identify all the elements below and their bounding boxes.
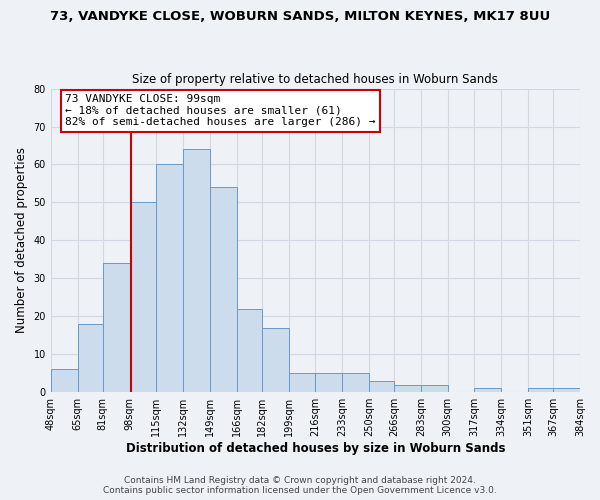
Bar: [210, 187, 236, 392]
Bar: [342, 373, 369, 392]
Bar: [236, 308, 262, 392]
Bar: [475, 388, 501, 392]
Bar: [157, 164, 183, 392]
Bar: [289, 373, 316, 392]
Bar: [553, 388, 580, 392]
Bar: [130, 202, 157, 392]
Bar: [369, 381, 394, 392]
Bar: [77, 324, 103, 392]
Bar: [421, 384, 448, 392]
Bar: [262, 328, 289, 392]
Bar: [528, 388, 553, 392]
Title: Size of property relative to detached houses in Woburn Sands: Size of property relative to detached ho…: [133, 73, 499, 86]
Bar: [316, 373, 342, 392]
Y-axis label: Number of detached properties: Number of detached properties: [15, 148, 28, 334]
Text: Contains HM Land Registry data © Crown copyright and database right 2024.
Contai: Contains HM Land Registry data © Crown c…: [103, 476, 497, 495]
Bar: [103, 263, 130, 392]
Bar: [51, 370, 77, 392]
Bar: [183, 150, 210, 392]
X-axis label: Distribution of detached houses by size in Woburn Sands: Distribution of detached houses by size …: [125, 442, 505, 455]
Bar: [394, 384, 421, 392]
Text: 73, VANDYKE CLOSE, WOBURN SANDS, MILTON KEYNES, MK17 8UU: 73, VANDYKE CLOSE, WOBURN SANDS, MILTON …: [50, 10, 550, 23]
Text: 73 VANDYKE CLOSE: 99sqm
← 18% of detached houses are smaller (61)
82% of semi-de: 73 VANDYKE CLOSE: 99sqm ← 18% of detache…: [65, 94, 376, 128]
